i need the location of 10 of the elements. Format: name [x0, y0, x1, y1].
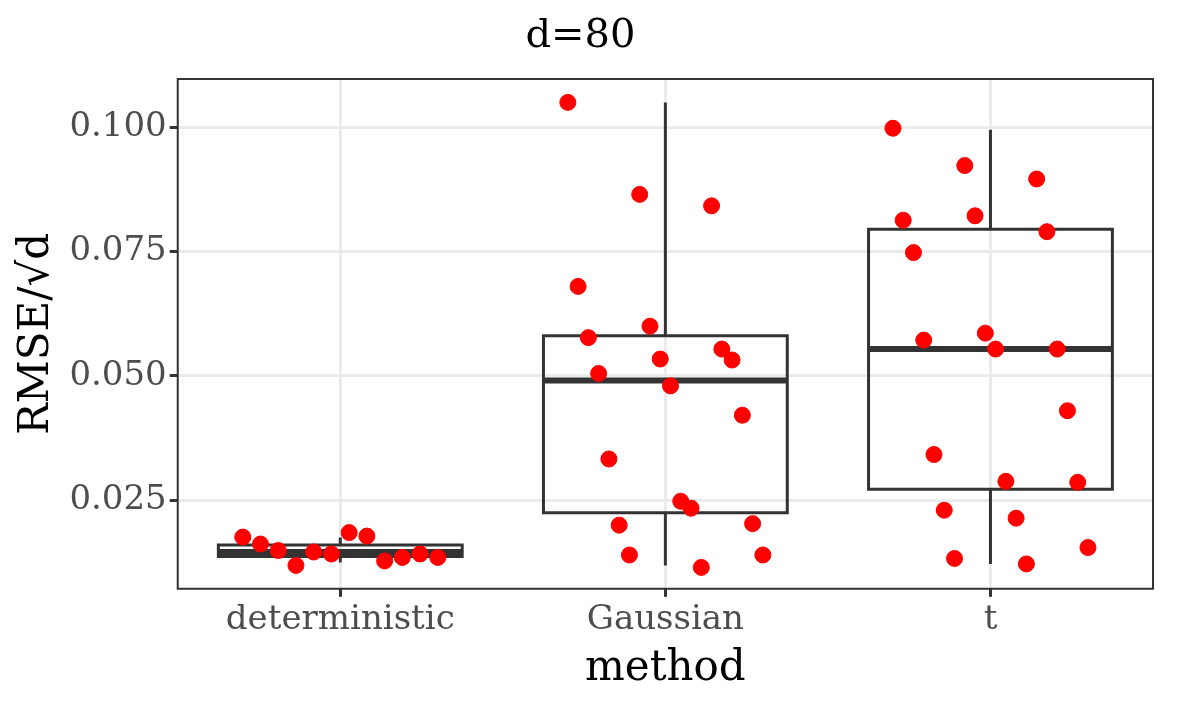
y-tick-label: 0.050	[69, 352, 167, 393]
x-tick-label: deterministic	[225, 597, 455, 638]
y-tick-label: 0.100	[69, 104, 167, 145]
x-tick-label: t	[983, 597, 998, 638]
y-tick-label: 0.075	[69, 228, 167, 269]
y-axis-title: RMSE/√d	[9, 232, 59, 435]
chart-title: d=80	[525, 10, 636, 57]
y-tick-label: 0.025	[69, 477, 167, 518]
x-tick-label: Gaussian	[586, 597, 745, 638]
x-axis-title: method	[584, 640, 746, 690]
